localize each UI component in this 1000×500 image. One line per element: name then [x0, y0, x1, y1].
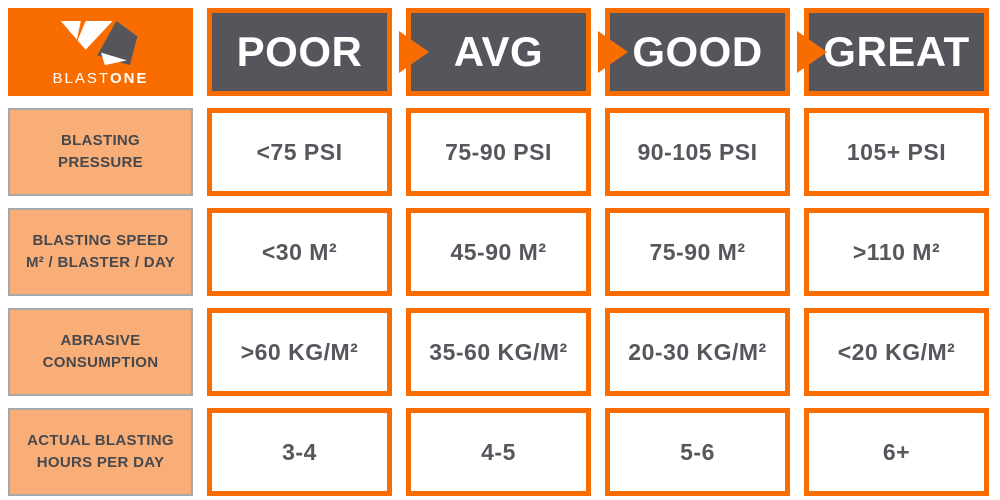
value-cell-pressure-avg: 75-90 PSI [406, 108, 591, 196]
value-cell-speed-avg: 45-90 M² [406, 208, 591, 296]
row-label-abrasive-consumption: ABRASIVE CONSUMPTION [8, 308, 193, 396]
value-cell-pressure-good: 90-105 PSI [605, 108, 790, 196]
row-label-blasting-speed: BLASTING SPEED M² / BLASTER / DAY [8, 208, 193, 296]
value-cell-speed-good: 75-90 M² [605, 208, 790, 296]
brand-name-regular: BLAST [52, 69, 110, 87]
value-cell-abrasive-avg: 35-60 KG/M² [406, 308, 591, 396]
value-cell-speed-poor: <30 M² [207, 208, 392, 296]
header-good: GOOD [598, 8, 790, 96]
blastone-shard-icon [60, 20, 137, 65]
header-avg: AVG [399, 8, 591, 96]
value-cell-hours-poor: 3-4 [207, 408, 392, 496]
row-label-blasting-pressure: BLASTING PRESSURE [8, 108, 193, 196]
row-label-blasting-hours: ACTUAL BLASTING HOURS PER DAY [8, 408, 193, 496]
header-avg-label: AVG [453, 28, 544, 75]
arrow-right-icon [797, 31, 827, 73]
value-cell-speed-great: >110 M² [804, 208, 989, 296]
value-cell-abrasive-poor: >60 KG/M² [207, 308, 392, 396]
brand-name-bold: ONE [110, 69, 149, 87]
value-cell-hours-great: 6+ [804, 408, 989, 496]
blastone-logo: BLASTONE [8, 8, 193, 96]
header-poor-label: POOR [236, 28, 363, 75]
arrow-right-icon [399, 31, 429, 73]
value-cell-pressure-great: 105+ PSI [804, 108, 989, 196]
value-cell-hours-good: 5-6 [605, 408, 790, 496]
header-great-label: GREAT [823, 28, 970, 75]
header-good-label: GOOD [632, 28, 763, 75]
value-cell-abrasive-great: <20 KG/M² [804, 308, 989, 396]
brand-wordmark: BLASTONE [52, 71, 148, 86]
arrow-right-icon [598, 31, 628, 73]
header-poor: POOR [207, 8, 392, 96]
value-cell-abrasive-good: 20-30 KG/M² [605, 308, 790, 396]
value-cell-pressure-poor: <75 PSI [207, 108, 392, 196]
header-great: GREAT [797, 8, 989, 96]
value-cell-hours-avg: 4-5 [406, 408, 591, 496]
